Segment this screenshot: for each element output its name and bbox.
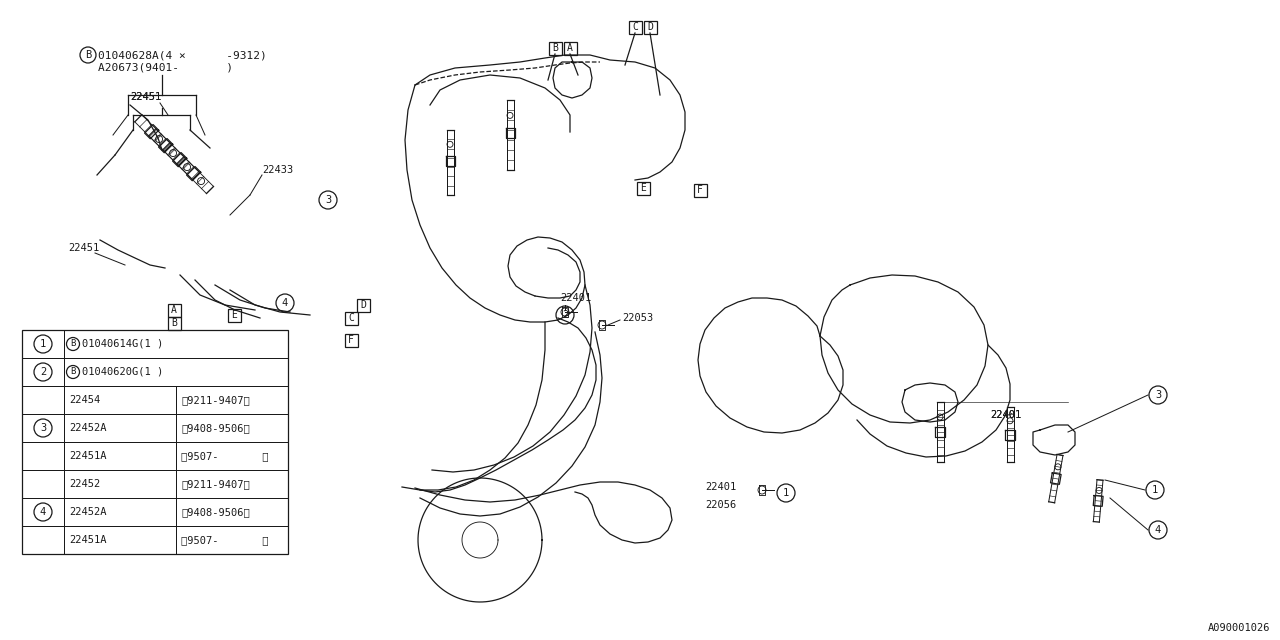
- Text: 22451A: 22451A: [69, 451, 106, 461]
- Text: 22452: 22452: [69, 479, 100, 489]
- Text: F: F: [348, 335, 355, 345]
- Text: 22451: 22451: [68, 243, 100, 253]
- Text: 4: 4: [282, 298, 288, 308]
- Text: 2: 2: [40, 367, 46, 377]
- Text: B: B: [172, 318, 177, 328]
- Text: B: B: [84, 50, 91, 60]
- Text: F: F: [698, 185, 703, 195]
- Text: （9211-9407）: （9211-9407）: [180, 395, 250, 405]
- Text: B: B: [552, 43, 558, 53]
- Text: （9211-9407）: （9211-9407）: [180, 479, 250, 489]
- Bar: [228, 308, 241, 321]
- Text: 3: 3: [40, 423, 46, 433]
- Text: A: A: [567, 43, 573, 53]
- Text: A20673(9401-       ): A20673(9401- ): [99, 63, 233, 73]
- Bar: [357, 298, 370, 312]
- Text: A090001026: A090001026: [1207, 623, 1270, 633]
- Text: 22451: 22451: [131, 92, 161, 102]
- Bar: [694, 184, 707, 196]
- Bar: [549, 42, 562, 54]
- Text: 3: 3: [1155, 390, 1161, 400]
- Text: （9507-       ）: （9507- ）: [180, 451, 269, 461]
- Bar: [563, 42, 576, 54]
- Text: 22433: 22433: [262, 165, 293, 175]
- Text: B: B: [70, 367, 76, 376]
- Text: 1: 1: [1152, 485, 1158, 495]
- Text: 22401: 22401: [989, 410, 1021, 420]
- Bar: [628, 20, 641, 33]
- Bar: [344, 333, 357, 346]
- Text: E: E: [640, 183, 646, 193]
- Text: 22053: 22053: [622, 313, 653, 323]
- Text: 01040628A(4 ×      -9312): 01040628A(4 × -9312): [99, 50, 266, 60]
- Text: （9507-       ）: （9507- ）: [180, 535, 269, 545]
- Text: D: D: [648, 22, 653, 32]
- Text: 22401: 22401: [705, 482, 736, 492]
- Text: 1: 1: [783, 488, 790, 498]
- Text: 2: 2: [562, 310, 568, 320]
- Text: 22401: 22401: [989, 410, 1021, 420]
- Text: 01040620G(1 ): 01040620G(1 ): [82, 367, 164, 377]
- Bar: [22, 330, 288, 554]
- Text: （9408-9506）: （9408-9506）: [180, 507, 250, 517]
- Text: C: C: [348, 313, 355, 323]
- Text: 22451: 22451: [131, 92, 161, 102]
- Text: 22056: 22056: [705, 500, 736, 510]
- Text: 4: 4: [40, 507, 46, 517]
- Text: B: B: [70, 339, 76, 349]
- Text: 01040614G(1 ): 01040614G(1 ): [82, 339, 164, 349]
- Text: 1: 1: [40, 339, 46, 349]
- Bar: [644, 20, 657, 33]
- Bar: [168, 317, 180, 330]
- Text: D: D: [360, 300, 366, 310]
- Text: （9408-9506）: （9408-9506）: [180, 423, 250, 433]
- Text: 22452A: 22452A: [69, 507, 106, 517]
- Bar: [168, 303, 180, 317]
- Text: 22451A: 22451A: [69, 535, 106, 545]
- Bar: [636, 182, 649, 195]
- Text: C: C: [632, 22, 637, 32]
- Text: 4: 4: [1155, 525, 1161, 535]
- Text: E: E: [232, 310, 237, 320]
- Text: 3: 3: [325, 195, 332, 205]
- Text: 22401: 22401: [561, 293, 591, 303]
- Text: A: A: [172, 305, 177, 315]
- Text: 22452A: 22452A: [69, 423, 106, 433]
- Text: 22454: 22454: [69, 395, 100, 405]
- Bar: [344, 312, 357, 324]
